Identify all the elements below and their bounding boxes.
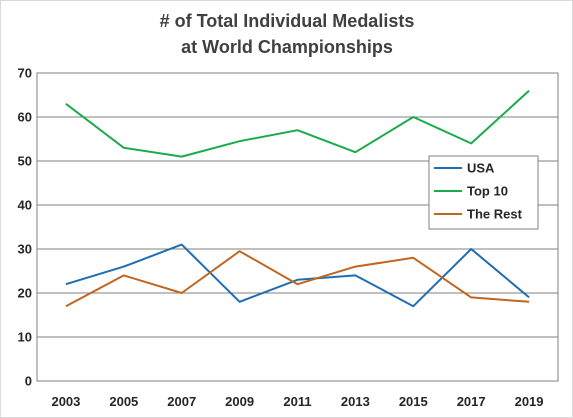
x-tick-label: 2011 [283, 394, 311, 409]
series-line-top-10 [65, 89, 530, 158]
x-tick-label: 2015 [399, 394, 428, 409]
legend: USA Top 10 The Rest [428, 155, 539, 230]
x-tick-label: 2003 [51, 394, 80, 409]
legend-label-the-rest: The Rest [467, 207, 523, 222]
y-tick-label: 10 [18, 330, 32, 345]
y-tick-label: 50 [18, 154, 32, 169]
y-axis-tick-labels: 0 10 20 30 40 50 60 70 [18, 66, 32, 389]
x-tick-label: 2007 [167, 394, 196, 409]
plot-area-border [36, 72, 559, 382]
y-tick-label: 20 [18, 286, 32, 301]
y-tick-label: 60 [18, 110, 32, 125]
x-tick-label: 2009 [225, 394, 254, 409]
series-line-usa [65, 243, 530, 308]
x-tick-label: 2019 [515, 394, 544, 409]
x-tick-label: 2017 [457, 394, 486, 409]
chart-title-line-2: at World Championships [181, 37, 393, 57]
y-tick-label: 30 [18, 242, 32, 257]
series-line-the-rest [65, 250, 530, 308]
legend-label-top-10: Top 10 [467, 184, 508, 199]
x-axis-tick-labels: 2003 2005 2007 2009 2011 2013 2015 2017 2019 [51, 394, 543, 409]
series-lines [65, 89, 530, 308]
y-tick-label: 70 [18, 66, 32, 81]
chart-title-line-1: # of Total Individual Medalists [160, 11, 415, 31]
y-tick-label: 0 [25, 374, 32, 389]
x-tick-label: 2013 [341, 394, 370, 409]
y-tick-label: 40 [18, 198, 32, 213]
legend-label-usa: USA [467, 161, 495, 176]
x-tick-label: 2005 [109, 394, 138, 409]
